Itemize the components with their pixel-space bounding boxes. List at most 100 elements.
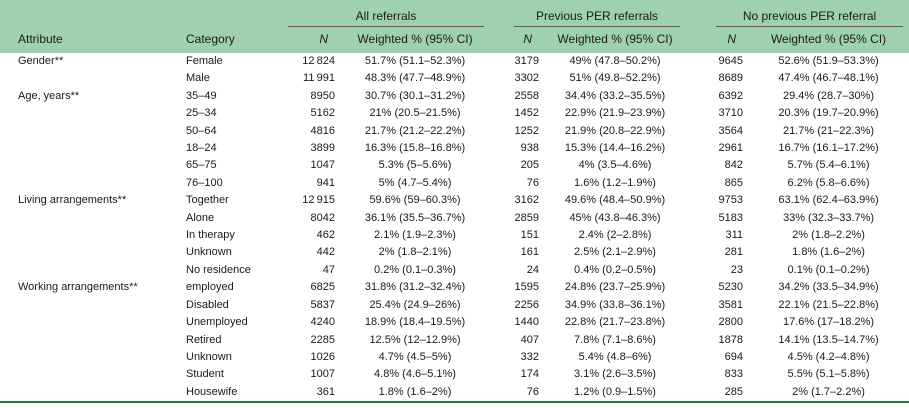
cell-attribute	[0, 157, 186, 174]
column-gap	[686, 314, 700, 331]
column-gap	[490, 53, 498, 70]
column-gap	[490, 210, 498, 227]
cell-weighted-no-previous-per: 33% (32.3–33.7%)	[782, 211, 875, 224]
cell-weighted-no-previous-per: 21.7% (21–22.3%)	[782, 124, 875, 137]
column-gap	[490, 279, 498, 296]
cell-weighted-all-referrals: 12.5% (12–12.9%)	[369, 333, 461, 346]
cell-weighted-no-previous-per: 17.6% (17–18.2%)	[782, 316, 875, 329]
cell-weighted-all-referrals: 51.7% (51.1–52.3%)	[364, 55, 466, 67]
cell-category: 35–49	[186, 89, 217, 102]
cell-weighted-previous-per: 7.8% (7.1–8.6%)	[574, 333, 656, 346]
cell-weighted-previous-per: 2.5% (2.1–2.9%)	[574, 246, 656, 259]
cell-attribute	[0, 297, 186, 314]
cell-attribute	[0, 384, 186, 402]
cell-weighted-previous-per: 0.4% (0.2–0.5%)	[574, 263, 656, 276]
column-gap	[686, 27, 700, 53]
cell-weighted-all-referrals: 1.8% (1.6–2%)	[378, 385, 452, 398]
table-body: Gender** Female 12 824 51.7% (51.1–52.3%…	[0, 53, 909, 402]
cell-n-previous-per: 3179	[514, 55, 539, 67]
column-gap	[686, 0, 700, 27]
cell-weighted-no-previous-per: 2% (1.7–2.2%)	[792, 385, 865, 398]
cell-weighted-previous-per: 51% (49.8–52.2%)	[569, 72, 661, 85]
cell-attribute	[0, 314, 186, 331]
column-gap	[490, 349, 498, 366]
column-gap	[490, 244, 498, 261]
cell-category: Housewife	[186, 385, 238, 398]
table-row: Working arrangements** employed 6825 31.…	[0, 279, 909, 296]
cell-attribute	[0, 349, 186, 366]
cell-weighted-all-referrals: 5% (4.7–5.4%)	[378, 176, 452, 189]
table-row: Retired 2285 12.5% (12–12.9%) 407 7.8% (…	[0, 332, 909, 349]
column-gap	[490, 0, 498, 27]
table-row: 76–100 941 5% (4.7–5.4%) 76 1.6% (1.2–1.…	[0, 175, 909, 192]
table-row: 65–75 1047 5.3% (5–5.6%) 205 4% (3.5–4.6…	[0, 157, 909, 174]
cell-category: 50–64	[186, 124, 217, 137]
cell-n-all-referrals: 6825	[310, 281, 335, 294]
column-gap	[686, 105, 700, 122]
cell-category: 65–75	[186, 159, 217, 172]
column-gap	[490, 27, 498, 53]
cell-n-no-previous-per: 281	[724, 246, 744, 259]
cell-weighted-previous-per: 34.9% (33.8–36.1%)	[564, 298, 666, 311]
cell-n-previous-per: 407	[520, 333, 539, 346]
cell-weighted-no-previous-per: 20.3% (19.7–20.9%)	[778, 107, 879, 120]
cell-n-no-previous-per: 3564	[718, 124, 744, 137]
cell-weighted-previous-per: 45% (43.8–46.3%)	[569, 211, 661, 224]
cell-attribute	[0, 210, 186, 227]
cell-weighted-all-referrals: 21% (20.5–21.5%)	[369, 107, 461, 120]
column-gap	[686, 262, 700, 279]
table-row: Alone 8042 36.1% (35.5–36.7%) 2859 45% (…	[0, 210, 909, 227]
table-row: Unemployed 4240 18.9% (18.4–19.5%) 1440 …	[0, 314, 909, 331]
cell-weighted-previous-per: 22.8% (21.7–23.8%)	[564, 316, 666, 329]
table-row: Gender** Female 12 824 51.7% (51.1–52.3%…	[0, 53, 909, 70]
cell-weighted-all-referrals: 4.8% (4.6–5.1%)	[374, 368, 456, 381]
cell-n-all-referrals: 462	[316, 229, 335, 242]
column-gap	[490, 175, 498, 192]
cell-attribute	[0, 244, 186, 261]
cell-n-previous-per: 151	[520, 229, 539, 242]
cell-attribute	[0, 227, 186, 244]
group-header-spacer	[0, 0, 272, 27]
table-row: Age, years** 35–49 8950 30.7% (30.1–31.2…	[0, 88, 909, 105]
cell-weighted-previous-per: 1.6% (1.2–1.9%)	[574, 176, 656, 189]
cell-weighted-all-referrals: 2% (1.8–2.1%)	[378, 246, 452, 259]
column-header-row: Attribute Category N Weighted % (95% CI)…	[0, 27, 909, 53]
cell-weighted-all-referrals: 18.9% (18.4–19.5%)	[364, 316, 466, 329]
column-gap	[490, 140, 498, 157]
column-gap	[686, 227, 700, 244]
cell-n-all-referrals: 8042	[310, 211, 335, 224]
cell-weighted-previous-per: 34.4% (33.2–35.5%)	[564, 89, 666, 102]
column-gap	[686, 192, 700, 209]
cell-attribute	[0, 140, 186, 157]
cell-weighted-all-referrals: 16.3% (15.8–16.8%)	[364, 142, 466, 155]
cell-weighted-no-previous-per: 6.2% (5.8–6.6%)	[787, 176, 870, 189]
cell-n-previous-per: 2859	[514, 211, 539, 224]
cell-n-all-referrals: 941	[316, 176, 335, 189]
cell-category: Female	[186, 55, 223, 67]
cell-n-previous-per: 76	[526, 176, 539, 189]
table-row: Disabled 5837 25.4% (24.9–26%) 2256 34.9…	[0, 297, 909, 314]
col-header-n-all: N	[319, 32, 328, 46]
table-row: No residence 47 0.2% (0.1–0.3%) 24 0.4% …	[0, 262, 909, 279]
cell-n-no-previous-per: 2961	[718, 142, 744, 155]
cell-n-previous-per: 1595	[514, 281, 539, 294]
cell-weighted-no-previous-per: 5.5% (5.1–5.8%)	[787, 368, 870, 381]
cell-n-no-previous-per: 2800	[718, 316, 744, 329]
col-header-weighted-previous: Weighted % (95% CI)	[557, 32, 673, 46]
cell-n-no-previous-per: 833	[724, 368, 744, 381]
group-header-all-referrals: All referrals	[272, 0, 490, 27]
table-row: 25–34 5162 21% (20.5–21.5%) 1452 22.9% (…	[0, 105, 909, 122]
cell-n-all-referrals: 11 991	[303, 72, 335, 85]
cell-weighted-previous-per: 15.3% (14.4–16.2%)	[564, 142, 666, 155]
column-gap	[686, 279, 700, 296]
col-header-category: Category	[186, 32, 235, 46]
group-label: All referrals	[288, 9, 484, 27]
column-gap	[686, 244, 700, 261]
column-gap	[490, 227, 498, 244]
table-header: All referrals Previous PER referrals No …	[0, 0, 909, 53]
cell-weighted-previous-per: 4% (3.5–4.6%)	[578, 159, 652, 172]
cell-weighted-previous-per: 24.8% (23.7–25.9%)	[564, 281, 666, 294]
cell-n-all-referrals: 361	[316, 385, 335, 398]
cell-n-no-previous-per: 285	[724, 385, 744, 398]
